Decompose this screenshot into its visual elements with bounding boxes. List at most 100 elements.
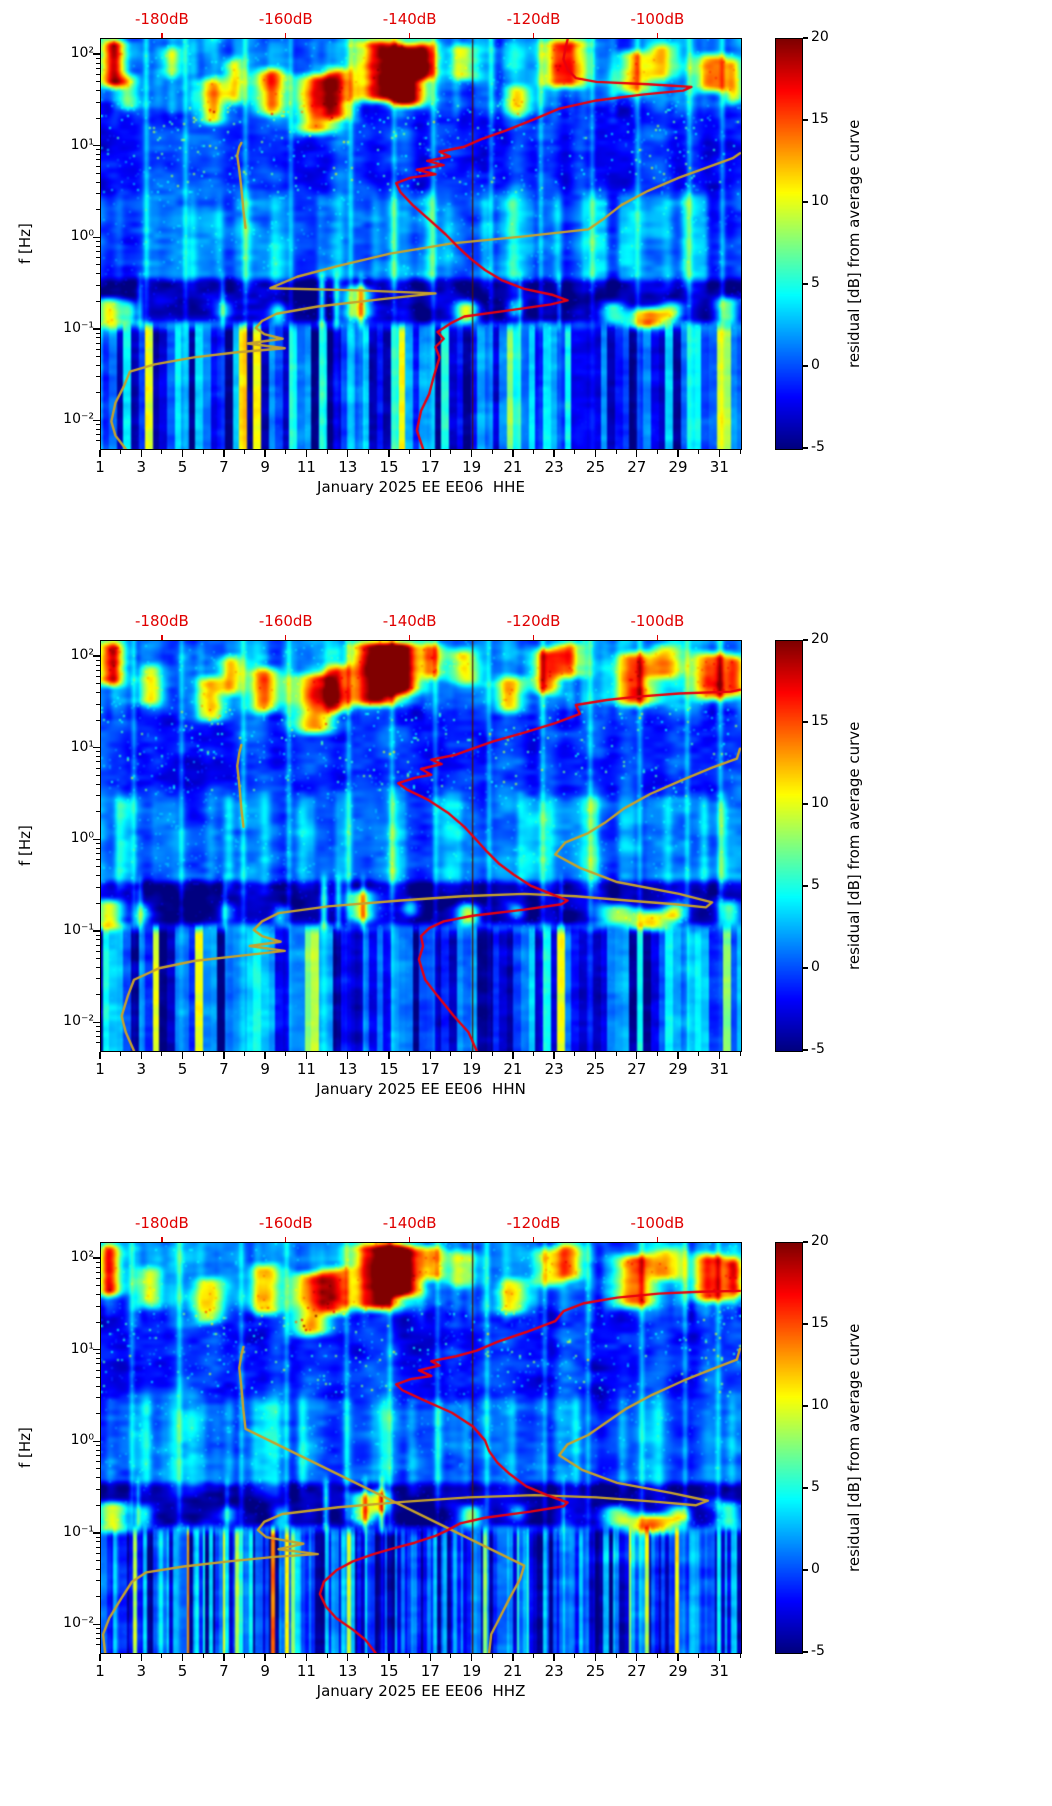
x-tick-label: 25 — [585, 458, 606, 476]
top-db-tick-label: -100dB — [630, 612, 685, 630]
y-minor-tick — [96, 428, 100, 430]
y-minor-tick — [96, 1277, 100, 1279]
x-minor-tick — [450, 1052, 452, 1056]
colorbar-tick-label: -5 — [811, 1041, 825, 1057]
y-tick — [93, 655, 100, 657]
x-minor-tick — [202, 1654, 204, 1658]
y-minor-tick — [96, 337, 100, 339]
x-tick-label: 9 — [260, 458, 270, 476]
top-db-tick-marks — [100, 635, 742, 640]
y-minor-tick — [96, 751, 100, 753]
x-tick-label: 5 — [177, 1662, 188, 1680]
y-minor-tick — [96, 240, 100, 242]
top-db-tick-label: -120dB — [506, 1214, 561, 1232]
colorbar-tick — [803, 1651, 808, 1653]
y-tick-label: 10¹ — [70, 136, 94, 153]
y-tick-label: 10⁻² — [63, 411, 94, 428]
top-db-tick — [532, 1237, 535, 1242]
x-tick-label: 21 — [503, 1060, 523, 1078]
y-minor-tick — [96, 1536, 100, 1538]
y-tick-label: 10⁻¹ — [63, 1523, 94, 1540]
y-minor-tick — [96, 209, 100, 211]
colorbar-tick-label: 15 — [811, 111, 829, 127]
y-minor-tick — [96, 866, 100, 868]
x-minor-tick — [285, 1052, 287, 1056]
x-tick-label: 13 — [338, 1662, 358, 1680]
x-tick-label: 9 — [260, 1662, 270, 1680]
colorbar-canvas — [776, 39, 802, 449]
y-minor-tick — [96, 994, 100, 996]
colorbar-tick — [803, 447, 808, 449]
panel-hhe: -180dB -160dB -140dB -120dB -100dB f [Hz] 10… — [0, 0, 1052, 602]
y-minor-tick — [96, 1385, 100, 1387]
y-minor-tick — [96, 1353, 100, 1355]
x-minor-tick — [409, 1654, 411, 1658]
colorbar-axis-label: residual [dB] from average curve — [845, 721, 863, 971]
y-minor-tick — [96, 1449, 100, 1451]
x-minor-tick — [244, 450, 246, 454]
x-minor-tick — [739, 1052, 741, 1056]
y-minor-tick — [96, 1468, 100, 1470]
x-tick-label: 23 — [544, 1662, 564, 1680]
y-minor-tick — [96, 859, 100, 861]
x-tick-label: 15 — [379, 458, 399, 476]
panel-hhz: -180dB -160dB -140dB -120dB -100dB f [Hz] 10… — [0, 1204, 1052, 1806]
x-minor-tick — [533, 1654, 535, 1658]
y-minor-tick — [96, 62, 100, 64]
x-minor-tick — [656, 1052, 658, 1056]
x-minor-tick — [367, 1052, 369, 1056]
colorbar-tick-label: -5 — [811, 1643, 825, 1659]
x-tick — [512, 1052, 514, 1059]
x-tick — [470, 1654, 473, 1661]
y-minor-tick — [96, 939, 100, 941]
y-minor-tick — [96, 1363, 100, 1365]
y-minor-tick — [96, 1397, 100, 1399]
x-tick-label: 17 — [420, 458, 440, 476]
y-minor-tick — [96, 1261, 100, 1263]
colorbar-tick — [803, 1323, 808, 1325]
x-minor-tick — [739, 1654, 741, 1658]
colorbar-tick — [803, 1049, 808, 1051]
x-tick-marks — [99, 1654, 742, 1662]
spectrogram-canvas-hhe — [101, 39, 741, 449]
colorbar-tick — [803, 721, 808, 723]
y-axis-label: f [Hz] — [16, 825, 34, 867]
top-db-tick-label: -160dB — [258, 1214, 313, 1232]
x-axis-label: January 2025 EE EE06 HHZ — [316, 1682, 526, 1700]
top-db-tick — [285, 1237, 287, 1242]
y-tick — [93, 747, 100, 749]
x-tick-label: 29 — [668, 458, 688, 476]
y-minor-tick — [96, 664, 100, 666]
top-db-tick-label: -160dB — [258, 612, 313, 630]
y-minor-tick — [96, 675, 100, 677]
y-minor-tick — [96, 1271, 100, 1273]
x-tick-label: 1 — [95, 1662, 105, 1680]
x-tick-labels: 1 3 5 7 9 11 13 15 17 19 21 23 25 27 29 31 — [95, 458, 742, 476]
y-minor-tick — [96, 1461, 100, 1463]
y-minor-tick — [96, 342, 100, 344]
top-db-tick-label: -120dB — [506, 10, 561, 28]
colorbar-axis-label: residual [dB] from average curve — [845, 119, 863, 369]
y-minor-tick — [96, 761, 100, 763]
top-db-tick-label: -180dB — [134, 612, 189, 630]
colorbar-tick-label: -5 — [811, 439, 825, 455]
top-db-tick — [409, 1237, 411, 1242]
x-minor-tick — [326, 1052, 328, 1056]
y-minor-tick — [96, 875, 100, 877]
top-db-tick-label: -140dB — [382, 1214, 437, 1232]
y-tick-labels: 10⁻² 10⁻¹ 10⁰ 10¹ 10² — [38, 1242, 94, 1654]
x-tick — [718, 1052, 721, 1059]
x-minor-tick — [450, 1654, 452, 1658]
x-tick-marks — [99, 450, 742, 458]
y-minor-tick — [96, 795, 100, 797]
top-db-tick — [409, 33, 411, 38]
y-minor-tick — [96, 978, 100, 980]
x-tick — [718, 1654, 721, 1661]
y-minor-tick — [96, 348, 100, 350]
y-minor-tick — [96, 842, 100, 844]
y-minor-tick — [96, 273, 100, 275]
spectrogram-plot-hhz — [100, 1242, 742, 1654]
top-db-tick — [656, 1237, 658, 1242]
y-minor-tick — [96, 90, 100, 92]
y-minor-tick — [96, 117, 100, 119]
